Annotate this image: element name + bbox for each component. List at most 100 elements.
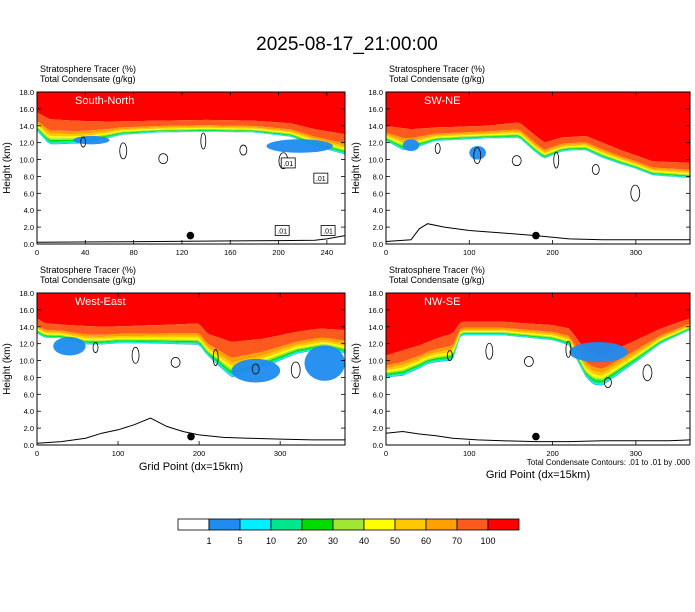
y-tick-label: 12.0 — [19, 139, 34, 148]
title-condensate: Total Condensate (g/kg) — [389, 275, 485, 285]
y-tick-label: 14.0 — [368, 122, 383, 131]
x-tick-label: 120 — [176, 248, 189, 257]
terrain-line — [37, 417, 345, 444]
x-tick-label: 40 — [81, 248, 89, 257]
colorbar-swatch-7 — [394, 518, 427, 531]
x-tick-label: 300 — [630, 449, 643, 458]
figure-title: 2025-08-17_21:00:00 — [256, 34, 438, 55]
condensate-contour-5 — [290, 361, 301, 379]
contour-label: .01 — [277, 228, 287, 235]
y-tick-label: 8.0 — [373, 373, 383, 382]
tracer-band-8 — [386, 323, 690, 373]
blue-patch-0 — [569, 341, 628, 363]
contour-label: .01 — [316, 176, 326, 183]
condensate-contour-2 — [170, 356, 181, 368]
tracer-band-4 — [37, 330, 345, 374]
colorbar-swatch-0 — [177, 518, 210, 531]
condensate-contour-1 — [131, 346, 140, 364]
y-axis-label: Height (km) — [2, 142, 13, 194]
tracer-band-6 — [37, 328, 345, 369]
plot-frame — [385, 292, 691, 446]
title-tracer: Stratosphere Tracer (%) — [40, 265, 136, 275]
blue-patch-2 — [304, 345, 345, 381]
x-tick-label: 300 — [274, 449, 287, 458]
y-tick-label: 16.0 — [368, 105, 383, 114]
colorbar-swatch-1 — [208, 518, 241, 531]
y-tick-label: 18.0 — [19, 289, 34, 298]
x-tick-label: 200 — [546, 449, 559, 458]
condensate-contour-1 — [485, 342, 494, 360]
condensate-contour-5 — [630, 184, 641, 202]
panel-label: NW-SE — [424, 296, 460, 308]
blue-patch-1 — [402, 139, 420, 152]
y-tick-label: 10.0 — [19, 357, 34, 366]
contour-label: .01 — [323, 228, 333, 235]
location-marker — [532, 432, 540, 441]
contour-label-box — [280, 157, 296, 169]
y-tick-label: 16.0 — [19, 105, 34, 114]
panels: .01 .01 .01 .01 South-North Stratosphere Trac… — [2, 64, 691, 481]
x-tick-label: 0 — [384, 449, 388, 458]
condensate-contour-0 — [434, 143, 441, 154]
y-tick-label: 2.0 — [373, 424, 383, 433]
x-axis-label: Grid Point (dx=15km) — [139, 461, 243, 473]
colorbar-label: 30 — [328, 536, 338, 546]
colorbar-swatch-5 — [332, 518, 365, 531]
condensate-contour-4 — [239, 144, 248, 156]
y-tick-label: 4.0 — [24, 407, 34, 416]
y-tick-label: 18.0 — [368, 88, 383, 97]
y-tick-label: 12.0 — [368, 139, 383, 148]
y-tick-label: 0.0 — [373, 441, 383, 450]
contour-label-box — [313, 172, 329, 184]
colorbar-swatch-2 — [239, 518, 272, 531]
y-tick-label: 4.0 — [24, 206, 34, 215]
y-tick-label: 18.0 — [368, 289, 383, 298]
plot-area: .01 .01 .01 .01 — [37, 92, 345, 244]
colorbar-swatch-8 — [425, 518, 458, 531]
tracer-band-8 — [37, 325, 345, 363]
y-tick-label: 8.0 — [373, 172, 383, 181]
condensate-contour-4 — [604, 377, 612, 388]
y-tick-label: 2.0 — [373, 223, 383, 232]
condensate-contour-4 — [251, 363, 260, 375]
panel-label: SW-NE — [424, 95, 460, 107]
x-tick-label: 80 — [129, 248, 137, 257]
location-marker — [187, 432, 195, 441]
tracer-band-9 — [386, 122, 690, 170]
condensate-contour-1 — [119, 142, 128, 160]
y-tick-label: 2.0 — [24, 424, 34, 433]
blue-patch-1 — [231, 358, 281, 383]
y-tick-label: 10.0 — [19, 156, 34, 165]
x-tick-label: 100 — [112, 449, 125, 458]
plot-area — [386, 293, 690, 445]
tracer-band-100 — [37, 293, 345, 342]
y-tick-label: 4.0 — [373, 206, 383, 215]
colorbar-swatch-9 — [456, 518, 489, 531]
panel-west-east: West-East Stratosphere Tracer (%)Total Co… — [2, 265, 346, 473]
tracer-band-2 — [37, 129, 345, 155]
tracer-band-5 — [37, 329, 345, 372]
condensate-contour-0 — [80, 136, 87, 148]
tracer-band-9 — [37, 112, 345, 144]
x-tick-label: 0 — [35, 449, 39, 458]
y-tick-label: 6.0 — [24, 189, 34, 198]
colorbar-label: 70 — [452, 536, 462, 546]
tracer-band-7 — [386, 325, 690, 376]
terrain-line — [386, 430, 690, 443]
title-condensate: Total Condensate (g/kg) — [40, 74, 136, 84]
condensate-contour-5 — [642, 364, 653, 382]
contour-footnote: Total Condensate Contours: .01 to .01 by… — [527, 458, 691, 467]
colorbar-label: 10 — [266, 536, 276, 546]
colorbar-label: 100 — [480, 536, 495, 546]
colorbar-swatch-6 — [363, 518, 396, 531]
contour-label-box — [274, 225, 290, 236]
y-tick-label: 10.0 — [368, 357, 383, 366]
x-tick-label: 240 — [321, 248, 334, 257]
y-axis-label: Height (km) — [351, 142, 362, 194]
condensate-contour-0 — [92, 342, 99, 353]
condensate-contour-1 — [473, 147, 482, 165]
tracer-band-7 — [37, 327, 345, 366]
y-tick-label: 8.0 — [24, 172, 34, 181]
